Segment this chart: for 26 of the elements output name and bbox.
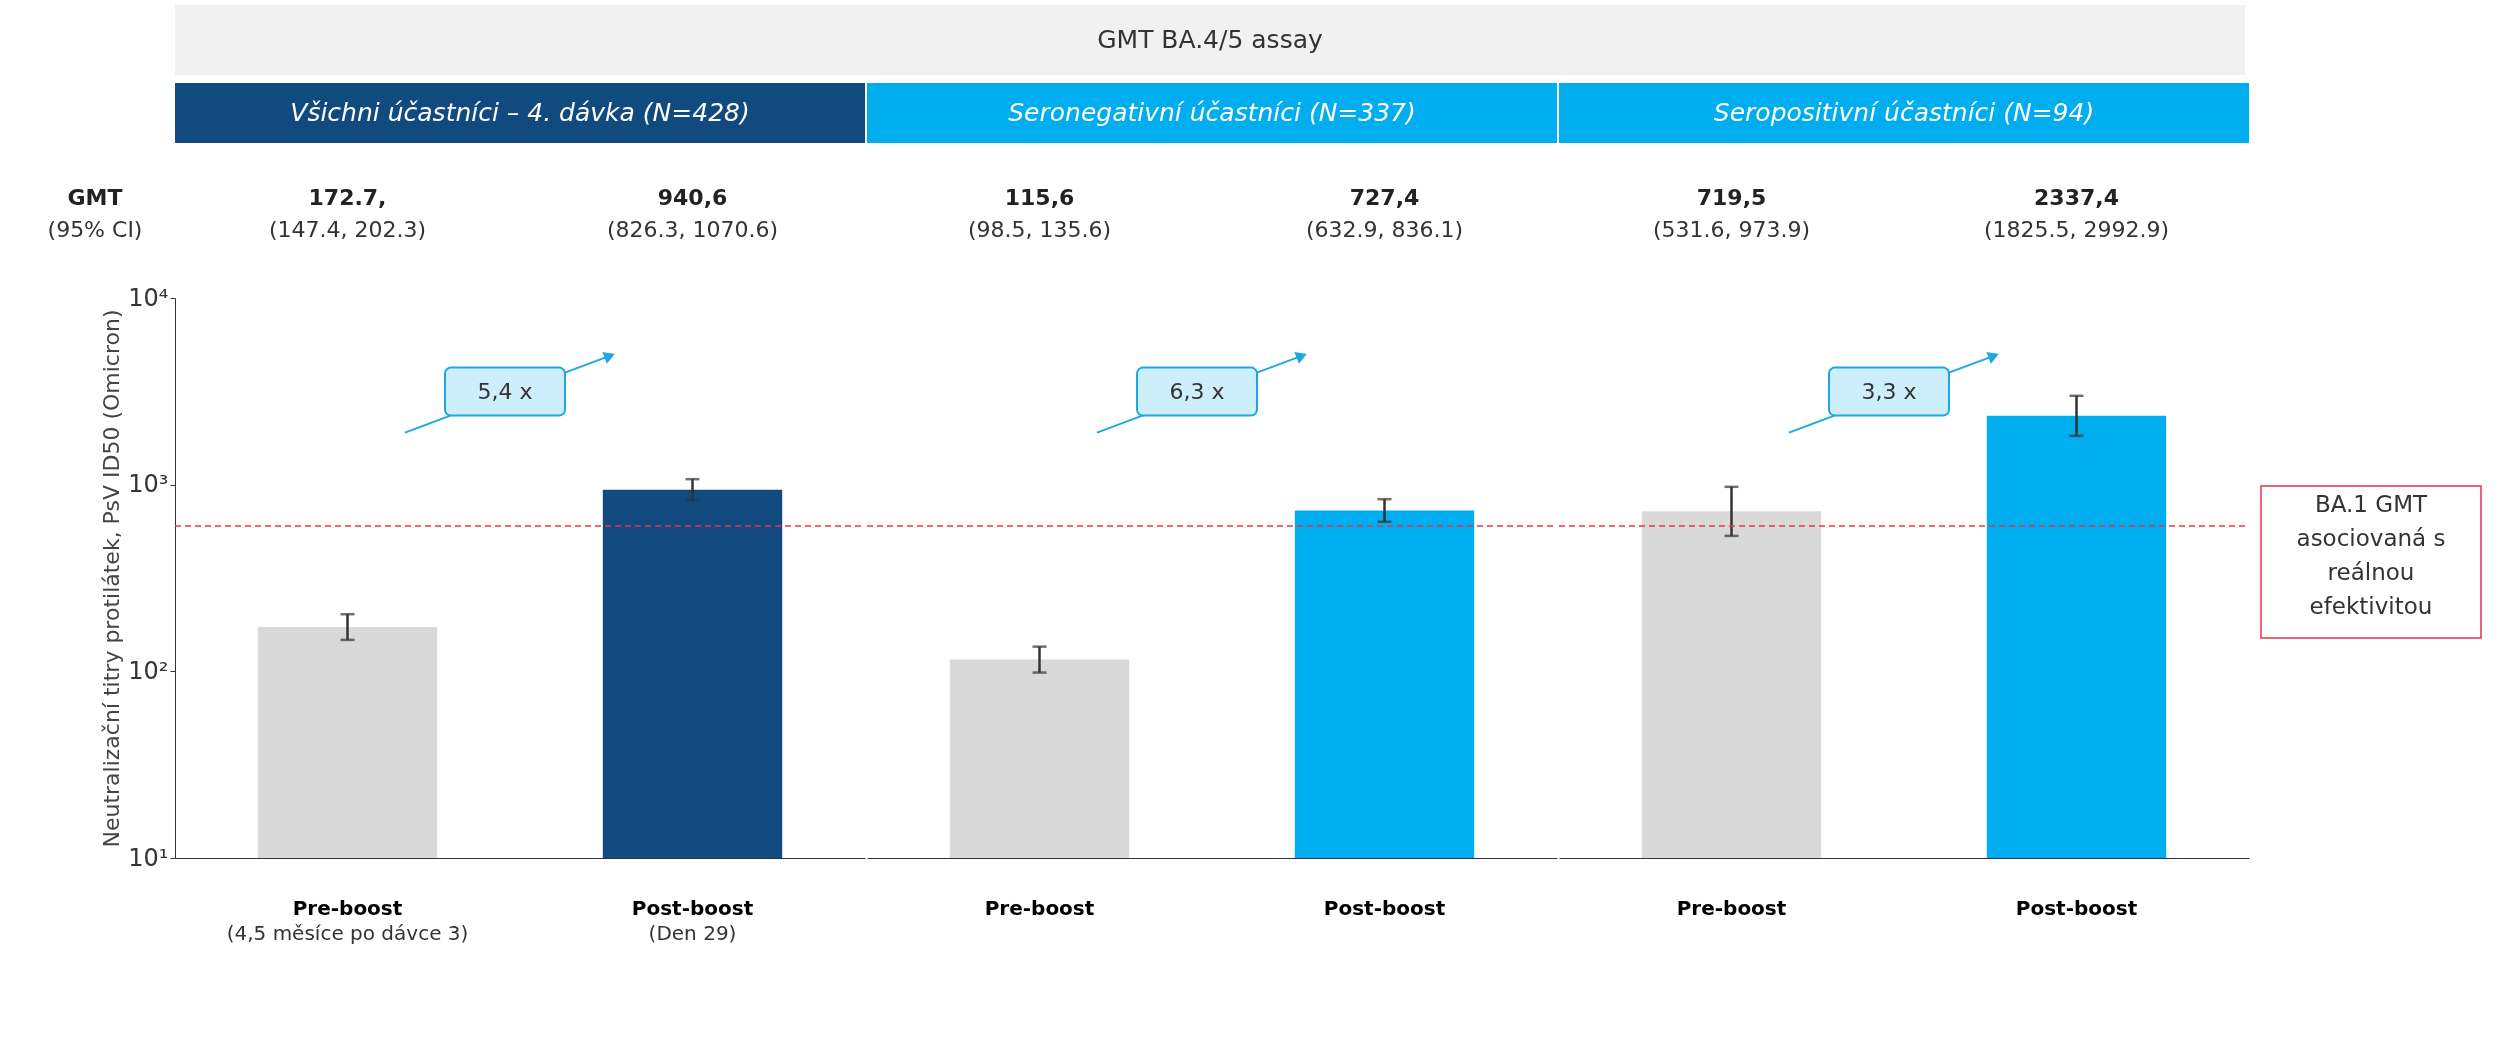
chart-title: Seronegativní účastníci (N=337) bbox=[1008, 98, 1416, 127]
category-label: Pre-boost (4,5 měsíce po dávce 3) bbox=[226, 895, 469, 945]
y-tick-label: 10¹ bbox=[128, 843, 169, 872]
annotation: 5,4 x bbox=[477, 378, 533, 404]
text: 940,6 (826.3, 1070.6) bbox=[606, 185, 779, 242]
x-tick-label: Pre-boost bbox=[1676, 895, 1787, 920]
text: 727,4 (632.9, 836.1) bbox=[1305, 185, 1464, 242]
chart-title: Seropositivní účastníci (N=94) bbox=[1713, 98, 2095, 127]
y-axis-title: Neutralizační titry protilátek, PsV ID50 (Omicron) bbox=[99, 309, 125, 848]
category-label: Post-boost (Den 29) bbox=[631, 895, 754, 945]
annotation: 6,3 x bbox=[1169, 378, 1225, 404]
y-tick-label: 10² bbox=[128, 656, 169, 685]
annotation: 3,3 x bbox=[1861, 378, 1917, 404]
text: 115,6 (98.5, 135.6) bbox=[967, 185, 1112, 242]
text: GMT BA.4/5 assay bbox=[1097, 25, 1323, 54]
y-tick-label: 10⁴ bbox=[128, 283, 169, 312]
chart-title: Všichni účastníci – 4. dávka (N=428) bbox=[290, 98, 750, 127]
x-tick-label: Post-boost bbox=[2015, 895, 2138, 920]
text: 719,5 (531.6, 973.9) bbox=[1652, 185, 1811, 242]
text: GMT (95% CI) bbox=[47, 185, 143, 242]
x-tick-label: Pre-boost bbox=[984, 895, 1095, 920]
x-tick-label: Post-boost bbox=[1323, 895, 1446, 920]
y-tick-label: 10³ bbox=[128, 470, 169, 499]
text: 2337,4 (1825.5, 2992.9) bbox=[1983, 185, 2170, 242]
ref-line-label: BA.1 GMT asociovaná s reálnou efektivitou bbox=[2296, 491, 2446, 620]
text: 172.7, (147.4, 202.3) bbox=[268, 185, 427, 242]
